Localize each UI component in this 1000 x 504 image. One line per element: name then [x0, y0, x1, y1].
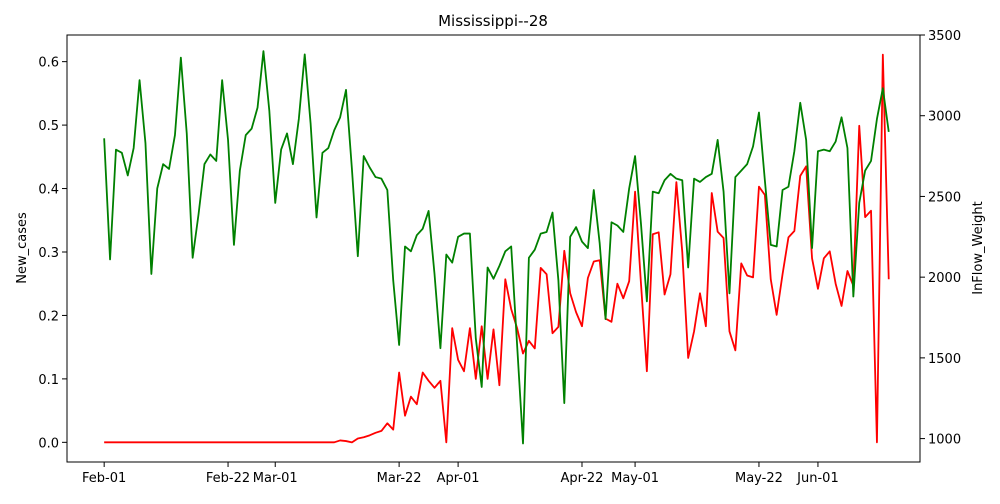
left-y-tick-label: 0.0 — [38, 436, 59, 451]
left-y-tick-label: 0.1 — [38, 373, 59, 388]
x-tick-label: May-22 — [735, 471, 783, 486]
left-y-tick-label: 0.6 — [38, 56, 59, 71]
right-y-tick-label: 1500 — [928, 352, 961, 367]
y-axis-right-label: InFlow_Weight — [971, 201, 986, 295]
right-y-tick-label: 3500 — [928, 29, 961, 44]
right-y-tick-label: 1000 — [928, 433, 961, 448]
x-tick-label: Mar-01 — [253, 471, 298, 486]
y-axis-left-label: New_cases — [15, 212, 30, 284]
x-tick-label: Apr-01 — [437, 471, 480, 486]
new-cases-series-line — [104, 53, 890, 444]
left-y-axis: 0.0 0.1 0.2 0.3 0.4 0.5 0.6 — [38, 56, 67, 451]
right-y-tick-label: 2500 — [928, 190, 961, 205]
x-tick-label: Feb-01 — [82, 471, 126, 486]
left-y-tick-label: 0.4 — [38, 183, 59, 198]
x-tick-label: Feb-22 — [206, 471, 250, 486]
x-tick-label: Apr-22 — [561, 471, 604, 486]
x-tick-label: Mar-22 — [377, 471, 422, 486]
left-y-tick-label: 0.3 — [38, 246, 59, 261]
right-y-tick-label: 2000 — [928, 271, 961, 286]
plot-frame — [66, 34, 921, 463]
series-layer — [103, 50, 890, 445]
chart-title: Mississippi--28 — [438, 12, 548, 30]
right-y-axis: 1000 1500 2000 2500 3000 3500 — [920, 29, 961, 448]
x-axis: Feb-01 Feb-22 Mar-01 Mar-22 Apr-01 Apr-22 May-… — [82, 462, 839, 486]
x-tick-label: May-01 — [611, 471, 659, 486]
left-y-tick-label: 0.5 — [38, 119, 59, 134]
inflow-weight-series-line — [103, 50, 890, 445]
x-tick-label: Jun-01 — [796, 471, 839, 486]
left-y-tick-label: 0.2 — [38, 309, 59, 324]
right-y-tick-label: 3000 — [928, 110, 961, 125]
